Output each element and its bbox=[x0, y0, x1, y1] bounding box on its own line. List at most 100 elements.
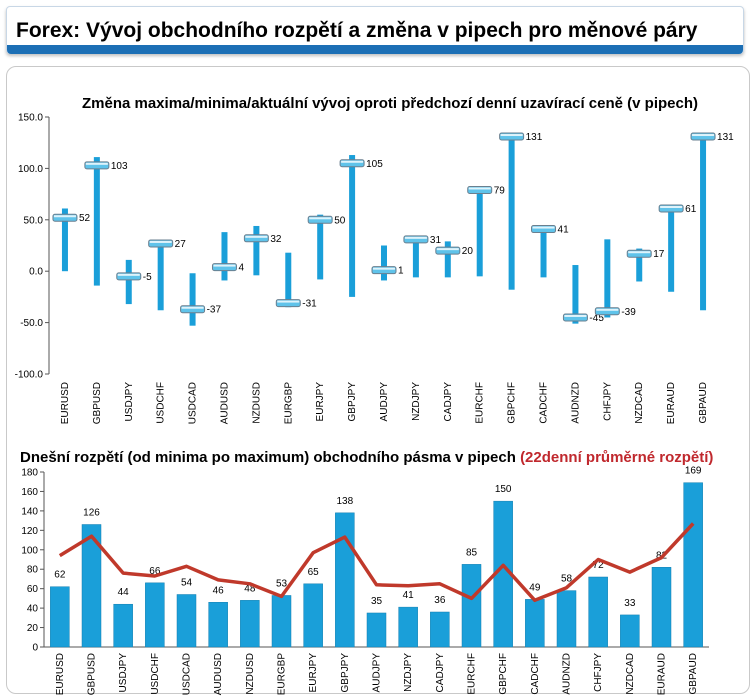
bar-value-label: 72 bbox=[593, 560, 605, 571]
y-tick-label: 120 bbox=[21, 526, 38, 537]
x-tick-label: AUDJPY bbox=[372, 653, 383, 693]
x-tick-label: EURJPY bbox=[308, 653, 319, 693]
x-tick-label: EURGBP bbox=[277, 653, 288, 696]
current-marker-highlight bbox=[53, 215, 76, 218]
range-bar bbox=[651, 567, 672, 648]
x-tick-label: NZDCAD bbox=[625, 653, 636, 695]
x-tick-label: CHFJPY bbox=[593, 653, 604, 692]
current-marker-highlight bbox=[213, 264, 236, 267]
range-bar bbox=[556, 590, 577, 648]
x-tick-label: GBPCHF bbox=[498, 653, 509, 695]
charts-panel bbox=[6, 66, 750, 694]
x-tick-label: AUDUSD bbox=[213, 653, 224, 695]
current-marker-highlight bbox=[468, 187, 491, 190]
range-bar bbox=[366, 612, 387, 648]
y-tick-label: 80 bbox=[27, 565, 39, 576]
y-tick-label: 100 bbox=[21, 545, 38, 556]
y-tick-label: 20 bbox=[27, 623, 39, 634]
current-value-label: 27 bbox=[175, 239, 187, 250]
x-tick-label: EURUSD bbox=[55, 653, 66, 695]
current-marker-highlight bbox=[277, 300, 300, 303]
current-marker-highlight bbox=[181, 306, 204, 309]
current-marker-highlight bbox=[692, 134, 715, 137]
x-tick-label: USDCHF bbox=[150, 653, 161, 695]
bar-value-label: 169 bbox=[685, 466, 702, 477]
current-value-label: 32 bbox=[270, 234, 282, 245]
x-tick-label: CHFJPY bbox=[602, 382, 613, 421]
x-tick-label: EURAUD bbox=[666, 382, 677, 424]
x-tick-label: GBPAUD bbox=[698, 382, 709, 424]
bar-value-label: 138 bbox=[336, 496, 353, 507]
current-marker-highlight bbox=[309, 217, 332, 220]
x-tick-label: NZDUSD bbox=[245, 653, 256, 695]
bar-value-label: 85 bbox=[466, 547, 478, 558]
range-bar bbox=[125, 259, 132, 305]
current-value-label: 131 bbox=[717, 132, 734, 143]
x-tick-label: AUDNZD bbox=[570, 382, 581, 424]
range-bar bbox=[145, 582, 165, 648]
current-value-label: 20 bbox=[462, 246, 474, 257]
range-bar bbox=[540, 229, 547, 278]
y-tick-label: 0.0 bbox=[29, 267, 43, 278]
y-tick-label: 40 bbox=[27, 604, 39, 615]
current-value-label: 131 bbox=[526, 132, 543, 143]
current-marker-highlight bbox=[500, 134, 523, 137]
range-bar bbox=[253, 225, 260, 276]
current-value-label: 103 bbox=[111, 161, 128, 172]
bar-value-label: 58 bbox=[561, 574, 573, 585]
current-value-label: -45 bbox=[589, 313, 604, 324]
current-value-label: -39 bbox=[621, 307, 636, 318]
bar-value-label: 150 bbox=[495, 484, 512, 495]
current-value-label: 105 bbox=[366, 159, 383, 170]
x-tick-label: GBPCHF bbox=[507, 382, 518, 424]
x-tick-label: USDCAD bbox=[182, 653, 193, 695]
y-tick-label: 180 bbox=[21, 468, 38, 479]
bar-value-label: 66 bbox=[149, 566, 161, 577]
x-tick-label: EURCHF bbox=[475, 382, 486, 424]
x-tick-label: NZDJPY bbox=[411, 382, 422, 421]
current-marker-highlight bbox=[404, 236, 427, 239]
current-value-label: 61 bbox=[685, 204, 697, 215]
x-tick-label: USDCAD bbox=[188, 382, 199, 424]
y-tick-label: 50.0 bbox=[24, 215, 44, 226]
current-value-label: 50 bbox=[334, 215, 346, 226]
current-value-label: 41 bbox=[558, 225, 570, 236]
current-value-label: 79 bbox=[494, 185, 506, 196]
current-value-label: 1 bbox=[398, 266, 404, 277]
current-marker-highlight bbox=[373, 267, 395, 270]
current-value-label: -5 bbox=[143, 272, 152, 283]
current-marker-highlight bbox=[564, 314, 587, 317]
average-22d-line bbox=[58, 522, 695, 603]
range-bar bbox=[525, 599, 545, 648]
x-tick-label: USDCHF bbox=[156, 382, 167, 424]
x-tick-label: NZDUSD bbox=[251, 382, 262, 424]
current-value-label: -31 bbox=[302, 299, 317, 310]
range-bar bbox=[113, 603, 133, 648]
range-bar bbox=[50, 586, 70, 648]
current-marker-highlight bbox=[596, 308, 619, 311]
range-bar bbox=[476, 189, 483, 277]
range-bar bbox=[335, 512, 355, 648]
x-tick-label: GBPUSD bbox=[92, 382, 103, 424]
x-tick-label: CADJPY bbox=[435, 653, 446, 693]
x-tick-label: CADCHF bbox=[539, 382, 550, 424]
header-accent-bar bbox=[7, 45, 743, 54]
bar-value-label: 54 bbox=[181, 578, 193, 589]
range-bar bbox=[176, 594, 197, 648]
x-tick-label: NZDCAD bbox=[634, 382, 645, 424]
bar-value-label: 33 bbox=[624, 598, 636, 609]
range-bar bbox=[93, 157, 100, 286]
range-bar bbox=[381, 245, 387, 281]
x-tick-label: AUDJPY bbox=[379, 382, 390, 422]
range-bar bbox=[588, 576, 608, 648]
range-bar bbox=[604, 239, 611, 318]
range-bar bbox=[620, 614, 640, 648]
x-tick-label: GBPUSD bbox=[87, 653, 98, 695]
current-value-label: 17 bbox=[653, 249, 665, 260]
range-bar bbox=[285, 252, 292, 308]
bar-value-label: 62 bbox=[54, 570, 66, 581]
y-tick-label: 100.0 bbox=[18, 164, 43, 175]
y-tick-label: 0 bbox=[32, 643, 38, 654]
range-change-chart: Změna maxima/minima/aktuální vývoj oprot… bbox=[15, 95, 735, 424]
chart-title: Dnešní rozpětí (od minima po maximum) ob… bbox=[20, 449, 713, 466]
